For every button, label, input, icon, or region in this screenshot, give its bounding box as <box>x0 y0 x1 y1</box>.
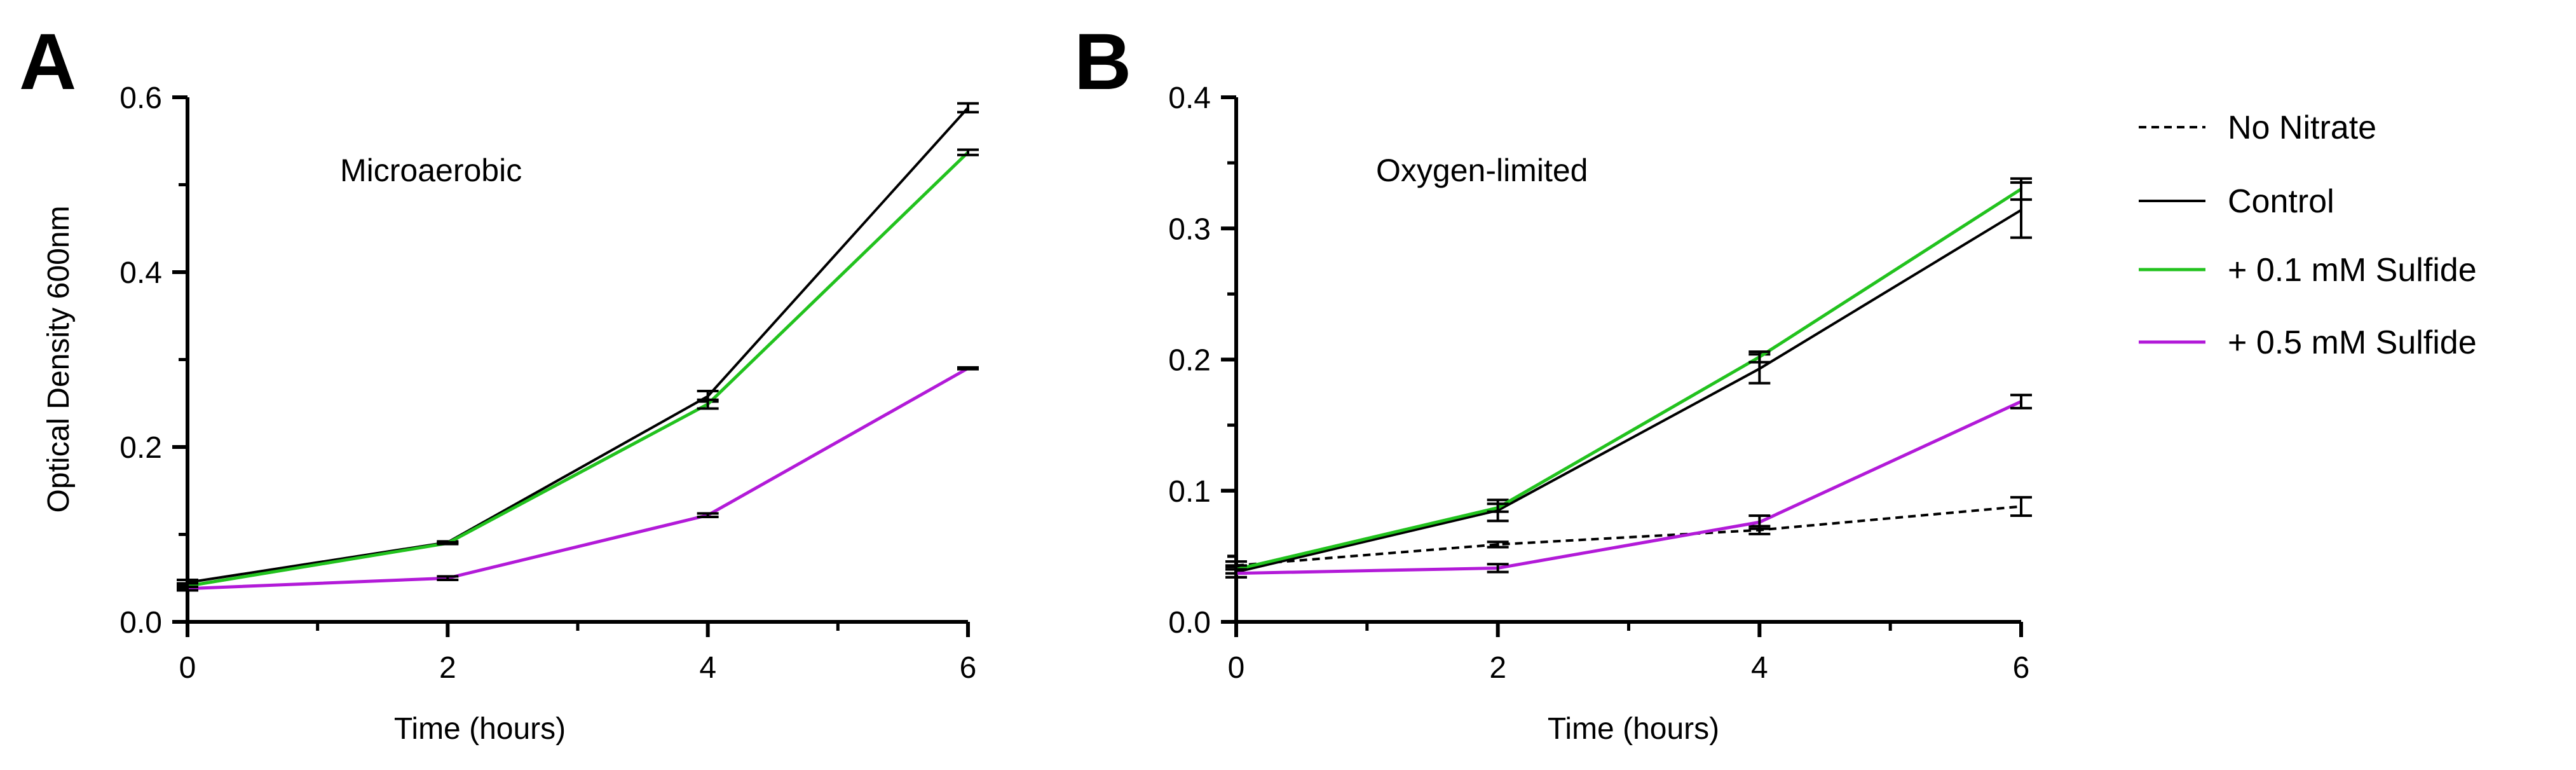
error-bar <box>1225 568 1247 579</box>
y-tick-label: 0.2 <box>119 431 162 465</box>
y-axis-title: Optical Density 600nm <box>42 206 76 513</box>
error-bar <box>1487 540 1509 549</box>
error-bar <box>2010 496 2032 517</box>
annotation-microaerobic: Microaerobic <box>340 153 522 188</box>
y-tick-label: 0.3 <box>1168 212 1211 246</box>
y-tick-label: 0.1 <box>1168 475 1211 509</box>
error-bar <box>437 540 459 546</box>
panel-a-microaerobic: A Microaerobic Time (hours) Optical Dens… <box>19 18 979 746</box>
series-line-control <box>187 107 969 584</box>
y-tick-label: 0.2 <box>1168 344 1211 378</box>
y-tick-label: 0.0 <box>1168 606 1211 640</box>
x-tick-label: 4 <box>699 651 716 685</box>
error-bar <box>1748 350 1771 364</box>
legend-label-no-nitrate: No Nitrate <box>2228 109 2376 146</box>
y-tick-label: 0.6 <box>119 81 162 115</box>
panel-letter-b: B <box>1074 18 1131 106</box>
x-tick-label: 6 <box>2013 651 2030 685</box>
legend-label-0-5mm-sulfide: + 0.5 mM Sulfide <box>2228 324 2477 361</box>
y-tick-label: 0.4 <box>119 256 162 290</box>
error-bar <box>957 102 979 114</box>
error-bar <box>957 148 979 156</box>
axes-a: 0.0 0.2 0.4 0.6 0 2 4 6 <box>119 81 976 685</box>
x-tick-label: 2 <box>1489 651 1506 685</box>
error-bar <box>697 512 719 518</box>
legend-label-0-1mm-sulfide: + 0.1 mM Sulfide <box>2228 252 2477 289</box>
x-axis-title: Time (hours) <box>1548 712 1719 746</box>
panel-letter-a: A <box>19 18 76 106</box>
error-bar <box>2010 394 2032 409</box>
legend-label-control: Control <box>2228 183 2334 220</box>
error-bar <box>2010 177 2032 201</box>
legend: No Nitrate Control + 0.1 mM Sulfide + 0.… <box>2139 109 2477 361</box>
error-bar <box>437 575 459 581</box>
error-bar <box>1487 502 1509 513</box>
series-0-5-mm-sulfide <box>177 366 979 592</box>
legend-item-0-1mm-sulfide: + 0.1 mM Sulfide <box>2139 252 2477 289</box>
series-line-0-5-mm-sulfide <box>187 367 969 591</box>
series-control <box>177 102 979 587</box>
series-0-1-mm-sulfide <box>177 148 979 590</box>
series-line-no-nitrate <box>1236 505 2022 567</box>
legend-item-0-5mm-sulfide: + 0.5 mM Sulfide <box>2139 324 2477 361</box>
y-tick-label: 0.0 <box>119 606 162 640</box>
x-tick-label: 2 <box>439 651 456 685</box>
error-bar <box>957 366 979 371</box>
series-line-control <box>1236 209 2022 574</box>
error-bar <box>1487 563 1509 574</box>
series-line-0-1-mm-sulfide <box>187 151 969 588</box>
series-line-0-1-mm-sulfide <box>1236 188 2022 571</box>
annotation-oxygen-limited: Oxygen-limited <box>1376 153 1588 188</box>
error-bar <box>697 398 719 410</box>
y-tick-label: 0.4 <box>1168 81 1211 115</box>
series-no-nitrate <box>1225 496 2032 571</box>
legend-item-control: Control <box>2139 183 2334 220</box>
series-control <box>1225 181 2032 579</box>
x-tick-label: 0 <box>1228 651 1245 685</box>
series-0-5-mm-sulfide <box>1225 394 2032 579</box>
x-tick-label: 0 <box>179 651 196 685</box>
error-bar <box>1748 514 1771 530</box>
legend-item-no-nitrate: No Nitrate <box>2139 109 2376 146</box>
series-group-a <box>177 102 979 592</box>
x-tick-label: 4 <box>1751 651 1768 685</box>
series-group-b <box>1225 177 2032 579</box>
axes-b: 0.0 0.1 0.2 0.3 0.4 0 2 4 6 <box>1168 81 2029 685</box>
error-bar <box>177 586 198 592</box>
series-0-1-mm-sulfide <box>1225 177 2032 575</box>
panel-b-oxygen-limited: B Oxygen-limited Time (hours) 0.00.10.20… <box>1074 18 2032 746</box>
series-line-0-5-mm-sulfide <box>1236 400 2022 575</box>
x-tick-label: 6 <box>960 651 977 685</box>
x-axis-title: Time (hours) <box>394 712 566 746</box>
